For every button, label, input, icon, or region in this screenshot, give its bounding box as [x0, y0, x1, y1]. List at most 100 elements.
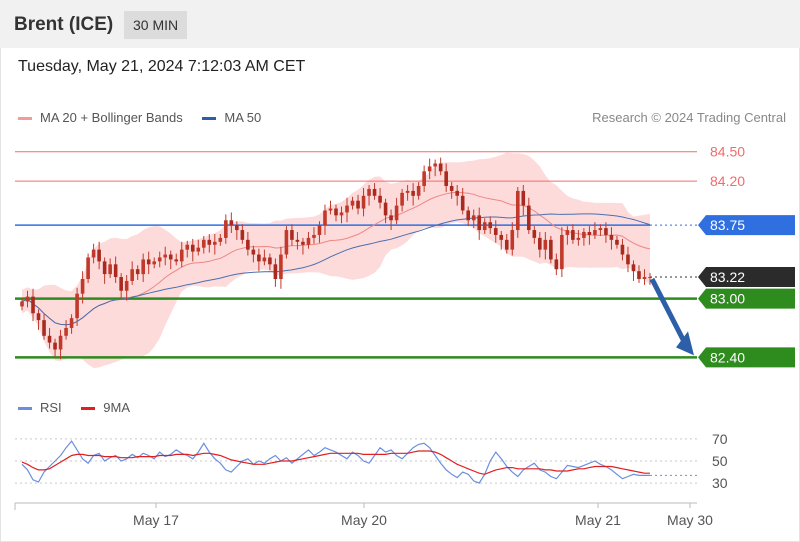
candle [488, 216, 493, 234]
candle-body [609, 234, 614, 240]
candle-body [328, 208, 333, 211]
candle-body [251, 249, 256, 255]
candle [246, 232, 250, 256]
candle-body [69, 318, 74, 328]
candle-body [389, 215, 393, 221]
candle-body [471, 215, 476, 221]
candle-body [201, 239, 206, 248]
candle [251, 245, 256, 263]
candle [80, 271, 85, 304]
candle-body [515, 190, 520, 231]
candle-body [482, 222, 487, 231]
candle-body [196, 247, 201, 252]
candle [306, 232, 311, 249]
timeframe-badge[interactable]: 30 MIN [124, 11, 188, 39]
candle-body [565, 230, 570, 235]
candle-body [582, 232, 586, 238]
candle [571, 224, 575, 244]
candle [416, 182, 421, 200]
candle [273, 258, 278, 287]
candles [20, 157, 652, 360]
level-tag-label-82.40: 82.40 [710, 349, 745, 365]
candle [20, 297, 24, 311]
candle-body [135, 269, 140, 275]
candle-body [146, 259, 151, 265]
candle [449, 182, 454, 199]
candle [549, 235, 553, 264]
candle-body [86, 257, 90, 280]
candle-body [179, 249, 184, 262]
rsi-tick-30: 30 [712, 475, 728, 491]
candle-body [108, 264, 112, 275]
candle-body [356, 200, 360, 209]
rsi-swatch-icon [18, 407, 32, 411]
candle [152, 257, 157, 269]
forecast-arrowhead-icon [676, 331, 694, 356]
candle [268, 253, 272, 271]
candle [422, 165, 426, 192]
candle [163, 246, 168, 266]
candle [42, 314, 46, 340]
x-tick-label: May 21 [575, 512, 621, 528]
legend-ma50-label: MA 50 [224, 110, 262, 125]
candle [493, 220, 498, 243]
candle-body [152, 261, 157, 265]
level-tag-82.40 [698, 347, 795, 368]
candle-body [416, 186, 421, 196]
candle-body [615, 239, 619, 245]
candle-body [185, 244, 190, 250]
rsi-line [21, 440, 650, 484]
candle-body [527, 205, 531, 231]
candle-body [290, 230, 294, 240]
candle-body [444, 171, 448, 187]
level-tag-label-83.22: 83.22 [710, 269, 745, 285]
legend-item-ma50: MA 50 [202, 110, 261, 125]
candle-body [499, 234, 504, 240]
candle-body [334, 208, 338, 216]
candle [433, 159, 437, 177]
legend-item-ma20: MA 20 + Bollinger Bands [18, 110, 183, 125]
candle-body [64, 327, 68, 336]
candle [350, 196, 355, 210]
candle [235, 221, 239, 240]
candle [157, 251, 162, 268]
candle-body [113, 264, 118, 278]
candle-body [571, 230, 575, 240]
candle [471, 209, 476, 229]
candle-body [317, 225, 322, 235]
candle-body [642, 277, 647, 280]
candle [543, 232, 548, 260]
candle [229, 212, 234, 233]
candle-body [383, 202, 388, 216]
candle-body [620, 244, 625, 255]
candle-body [306, 237, 311, 245]
candle-body [361, 195, 366, 209]
candle-body [141, 259, 145, 275]
candle-body [427, 166, 432, 172]
candle-body [543, 239, 548, 250]
candle [400, 188, 404, 212]
candle [554, 253, 559, 276]
candle-body [163, 254, 168, 258]
candle [323, 204, 327, 235]
candle-body [53, 342, 57, 350]
candle [108, 258, 112, 279]
candle [279, 246, 283, 289]
candle-body [262, 257, 267, 262]
candle [119, 273, 123, 299]
candle-body [91, 249, 96, 258]
candle [58, 329, 63, 360]
candle [185, 240, 190, 258]
level-tag-83.00 [698, 288, 795, 309]
candle [356, 194, 360, 215]
candle [240, 224, 245, 244]
candle-body [350, 200, 355, 206]
candle-body [433, 163, 437, 167]
candle-body [339, 212, 344, 216]
candle [438, 157, 443, 176]
candle [168, 250, 173, 270]
candle [75, 287, 79, 326]
candle [207, 233, 212, 253]
candle-body [20, 301, 24, 307]
